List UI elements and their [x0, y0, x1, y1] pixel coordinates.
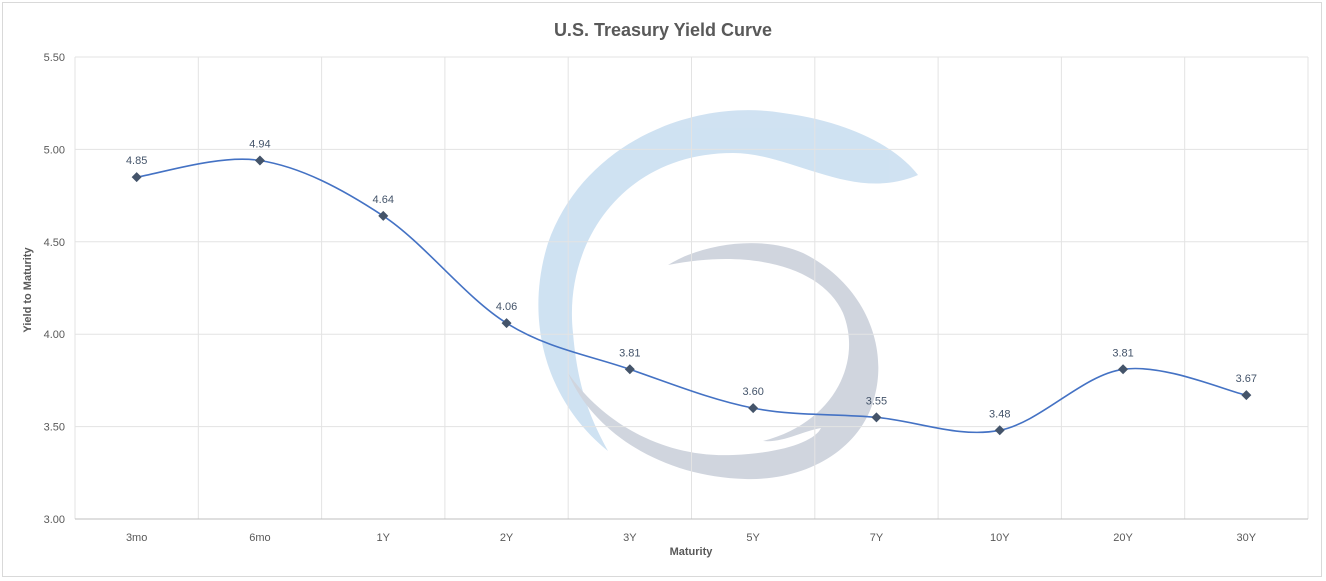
data-label: 3.60 [742, 386, 763, 398]
x-tick-label: 3mo [126, 532, 147, 544]
x-tick-label: 10Y [990, 532, 1010, 544]
x-axis-ticks: 3mo 6mo 1Y 2Y 3Y 5Y 7Y 10Y 20Y 30Y [126, 532, 1257, 544]
y-tick-label: 4.00 [44, 329, 65, 341]
x-tick-label: 5Y [746, 532, 760, 544]
series-markers [131, 155, 1252, 436]
data-label: 3.81 [1112, 347, 1133, 359]
y-tick-label: 3.50 [44, 422, 65, 434]
data-label: 3.67 [1236, 373, 1257, 385]
y-axis-ticks: 3.00 3.50 4.00 4.50 5.00 5.50 [44, 52, 65, 526]
watermark-logo-icon [538, 110, 918, 480]
data-labels: 4.85 4.94 4.64 4.06 3.81 3.60 3.55 3.48 3.81 3.67 [126, 138, 1257, 420]
data-label: 3.81 [619, 347, 640, 359]
data-point-marker [1118, 364, 1129, 375]
y-axis-title: Yield to Maturity [22, 247, 34, 333]
data-point-marker [378, 210, 389, 221]
data-point-marker [254, 155, 265, 166]
x-tick-label: 2Y [500, 532, 514, 544]
series-line [136, 158, 1247, 434]
data-label: 3.48 [989, 408, 1010, 420]
x-tick-label: 20Y [1113, 532, 1133, 544]
data-point-marker [1241, 390, 1252, 401]
y-tick-label: 5.50 [44, 52, 65, 64]
data-point-marker [624, 364, 635, 375]
data-point-marker [748, 403, 759, 414]
y-tick-label: 4.50 [44, 237, 65, 249]
data-point-marker [131, 172, 142, 183]
x-tick-label: 3Y [623, 532, 637, 544]
data-label: 4.64 [373, 194, 394, 206]
data-label: 4.85 [126, 155, 147, 167]
x-tick-label: 7Y [870, 532, 884, 544]
gridlines [74, 56, 1309, 519]
x-tick-label: 6mo [249, 532, 270, 544]
x-tick-label: 30Y [1237, 532, 1257, 544]
data-label: 4.06 [496, 301, 517, 313]
chart-title: U.S. Treasury Yield Curve [554, 20, 772, 40]
data-label: 4.94 [249, 138, 270, 150]
data-point-marker [501, 318, 512, 329]
y-tick-label: 3.00 [44, 514, 65, 526]
y-tick-label: 5.00 [44, 144, 65, 156]
yield-curve-chart: U.S. Treasury Yield Curve 3.00 3.50 4.00 4.… [22, 20, 1309, 558]
data-point-marker [994, 425, 1005, 436]
data-label: 3.55 [866, 395, 887, 407]
data-point-marker [871, 412, 882, 423]
x-tick-label: 1Y [377, 532, 391, 544]
x-axis-title: Maturity [670, 546, 714, 558]
